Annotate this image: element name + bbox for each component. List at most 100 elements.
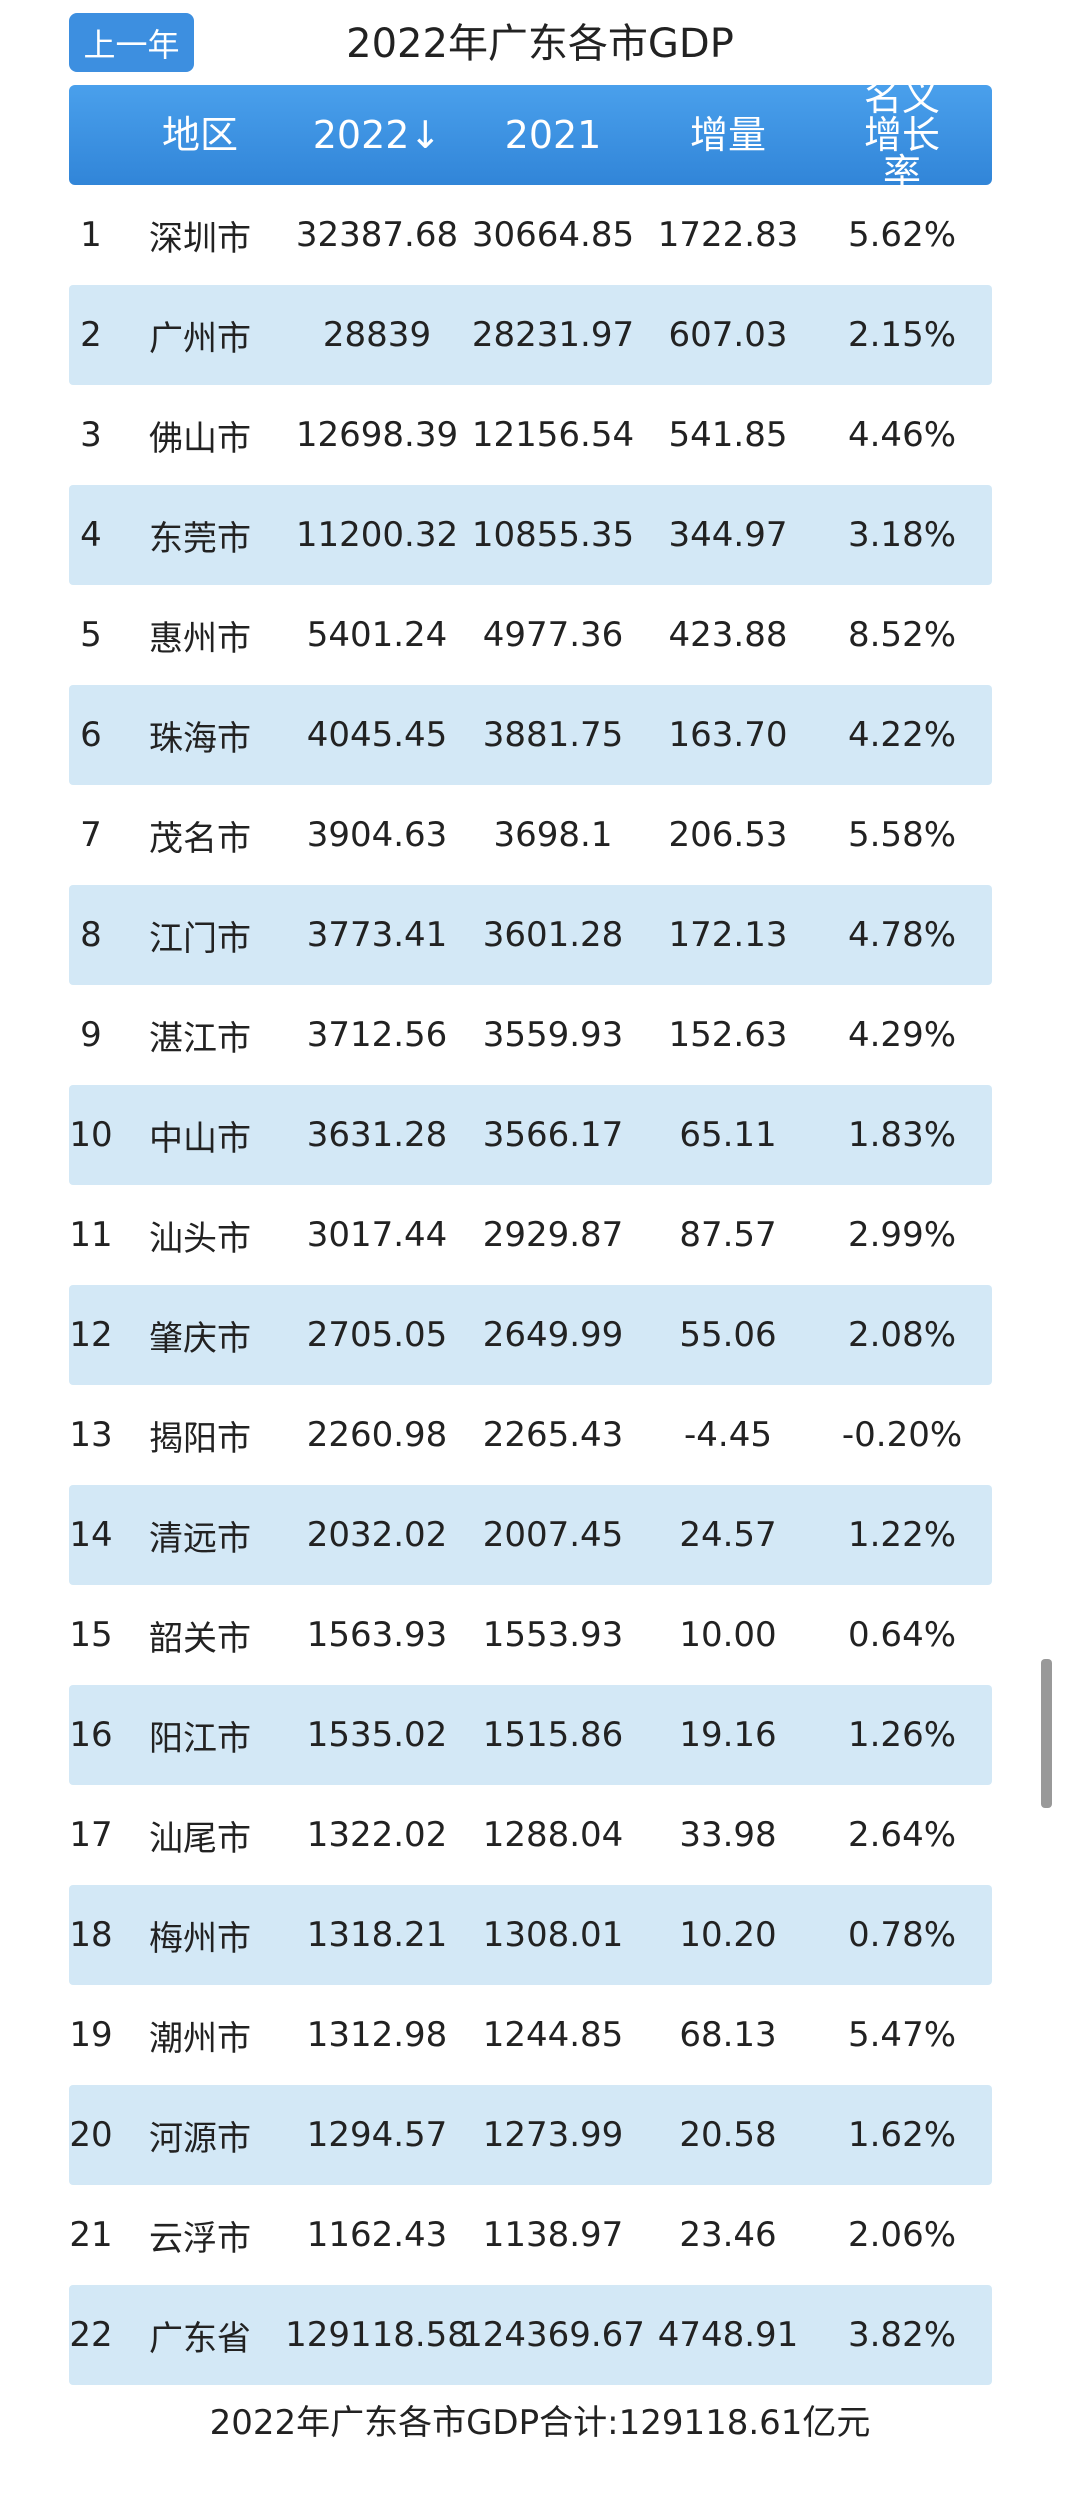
scrollbar[interactable]	[1041, 1659, 1052, 1808]
table-cell: 3631.28	[306, 1115, 448, 1155]
table-cell: 17	[69, 1815, 113, 1855]
table-cell: 清远市	[149, 1518, 251, 1559]
table-cell: 3904.63	[306, 815, 448, 855]
table-cell: 19	[69, 2015, 113, 2055]
table-cell: 5	[80, 615, 102, 655]
table-cell: 12	[69, 1315, 113, 1355]
table-cell: 1563.93	[306, 1615, 448, 1655]
table-cell: 129118.58	[285, 2315, 469, 2355]
table-row: 12 肇庆市 2705.05 2649.99 55.06 2.08%	[69, 1285, 992, 1385]
table-cell: 206.53	[668, 815, 788, 855]
column-header: 2022↓	[312, 113, 442, 157]
table-row: 13 揭阳市 2260.98 2265.43 -4.45 -0.20%	[69, 1385, 992, 1485]
table-cell: 5401.24	[306, 615, 448, 655]
table-cell: 3559.93	[482, 1015, 624, 1055]
table-cell: 87.57	[679, 1215, 777, 1255]
table-row: 19 潮州市 1312.98 1244.85 68.13 5.47%	[69, 1985, 992, 2085]
table-cell: 2.15%	[847, 315, 957, 355]
table-row: 18 梅州市 1318.21 1308.01 10.20 0.78%	[69, 1885, 992, 1985]
table-row: 11 汕头市 3017.44 2929.87 87.57 2.99%	[69, 1185, 992, 1285]
table-cell: 梅州市	[149, 1918, 251, 1959]
table-cell: 24.57	[679, 1515, 777, 1555]
table-row: 17 汕尾市 1322.02 1288.04 33.98 2.64%	[69, 1785, 992, 1885]
table-cell: 5.62%	[847, 215, 957, 255]
table-row: 10 中山市 3631.28 3566.17 65.11 1.83%	[69, 1085, 992, 1185]
table-cell: 2	[80, 315, 102, 355]
table-cell: 1162.43	[306, 2215, 448, 2255]
table-cell: 1138.97	[482, 2215, 624, 2255]
table-cell: 中山市	[149, 1118, 251, 1159]
table-cell: 16	[69, 1715, 113, 1755]
table-row: 20 河源市 1294.57 1273.99 20.58 1.62%	[69, 2085, 992, 2185]
table-cell: 124369.67	[461, 2315, 645, 2355]
table-row: 2 广州市 28839 28231.97 607.03 2.15%	[69, 285, 992, 385]
page-title: 2022年广东各市GDP	[346, 21, 734, 67]
table-cell: 30664.85	[471, 215, 635, 255]
table-row: 9 湛江市 3712.56 3559.93 152.63 4.29%	[69, 985, 992, 1085]
prev-year-button[interactable]: 上一年	[69, 13, 194, 72]
table-header: 地区 2022↓ 2021 增量 名义 增长率	[69, 75, 992, 195]
table-cell: 3712.56	[306, 1015, 448, 1055]
table-cell: 0.64%	[847, 1615, 957, 1655]
table-row: 15 韶关市 1563.93 1553.93 10.00 0.64%	[69, 1585, 992, 1685]
table-cell: 4748.91	[657, 2315, 799, 2355]
table-cell: 2007.45	[482, 1515, 624, 1555]
column-header: 2021	[504, 113, 602, 157]
column-header: 增量	[689, 113, 767, 157]
table-cell: 1288.04	[482, 1815, 624, 1855]
table-cell: 2.99%	[847, 1215, 957, 1255]
table-cell: 河源市	[149, 2118, 251, 2159]
table-cell: 2705.05	[306, 1315, 448, 1355]
table-cell: 20.58	[679, 2115, 777, 2155]
table-row: 16 阳江市 1535.02 1515.86 19.16 1.26%	[69, 1685, 992, 1785]
table-cell: 5.58%	[847, 815, 957, 855]
table-cell: 11	[69, 1215, 113, 1255]
column-header: 名义 增长率	[863, 75, 940, 195]
table-cell: 肇庆市	[149, 1318, 251, 1359]
table-cell: 汕头市	[149, 1218, 251, 1259]
table-cell: 32387.68	[295, 215, 459, 255]
table-cell: 12156.54	[471, 415, 635, 455]
table-cell: 云浮市	[149, 2218, 251, 2259]
table-row: 3 佛山市 12698.39 12156.54 541.85 4.46%	[69, 385, 992, 485]
table-cell: -4.45	[684, 1415, 772, 1455]
table-cell: 1	[80, 215, 102, 255]
table-cell: 珠海市	[149, 718, 251, 759]
table-cell: 2032.02	[306, 1515, 448, 1555]
table-cell: 8.52%	[847, 615, 957, 655]
table-cell: 11200.32	[295, 515, 459, 555]
table-cell: 10.20	[679, 1915, 777, 1955]
table-cell: 10	[69, 1115, 113, 1155]
table-cell: 152.63	[668, 1015, 788, 1055]
table-cell: 揭阳市	[149, 1418, 251, 1459]
table-cell: 28839	[322, 315, 432, 355]
table-cell: 423.88	[668, 615, 788, 655]
table-cell: 江门市	[149, 918, 251, 959]
table-cell: 23.46	[679, 2215, 777, 2255]
table-cell: 3017.44	[306, 1215, 448, 1255]
table-cell: 1318.21	[306, 1915, 448, 1955]
table-cell: 7	[80, 815, 102, 855]
table-cell: 4.22%	[847, 715, 957, 755]
table-row: 21 云浮市 1162.43 1138.97 23.46 2.06%	[69, 2185, 992, 2285]
table-cell: 1244.85	[482, 2015, 624, 2055]
table-row: 14 清远市 2032.02 2007.45 24.57 1.22%	[69, 1485, 992, 1585]
table-cell: 广州市	[149, 318, 251, 359]
table-cell: 4045.45	[306, 715, 448, 755]
table-row: 8 江门市 3773.41 3601.28 172.13 4.78%	[69, 885, 992, 985]
table-cell: 2.08%	[847, 1315, 957, 1355]
table-cell: 9	[80, 1015, 102, 1055]
table-cell: 佛山市	[149, 418, 251, 459]
table-cell: 55.06	[679, 1315, 777, 1355]
table-cell: 172.13	[668, 915, 788, 955]
table-cell: 1722.83	[657, 215, 799, 255]
table-row: 6 珠海市 4045.45 3881.75 163.70 4.22%	[69, 685, 992, 785]
table-cell: 6	[80, 715, 102, 755]
table-cell: 东莞市	[149, 518, 251, 559]
table-cell: 1515.86	[482, 1715, 624, 1755]
table-cell: 茂名市	[149, 818, 251, 859]
table-cell: 344.97	[668, 515, 788, 555]
table-cell: 3881.75	[482, 715, 624, 755]
table-cell: -0.20%	[841, 1415, 963, 1455]
